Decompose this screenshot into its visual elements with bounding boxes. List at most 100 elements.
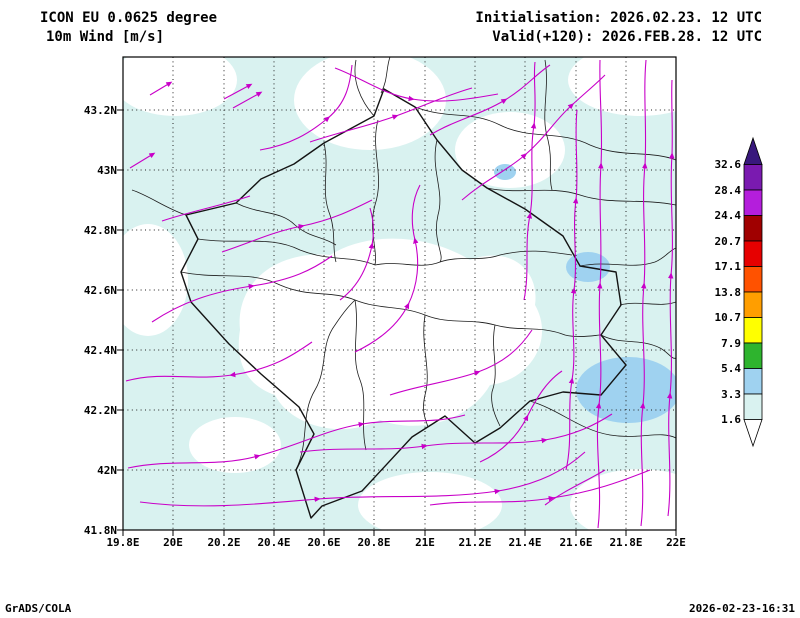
legend-segment [743,164,763,191]
legend-segment [743,342,763,369]
shade-region [123,57,237,116]
boundary-line [491,324,501,427]
legend-level-label: 17.1 [715,260,742,273]
shade-region [568,57,676,116]
boundary-line [423,314,429,428]
legend-colorbar: 32.6 28.4 24.4 20.7 17.1 13.8 10.7 7.9 5… [715,136,763,448]
shade-region-blue [576,357,676,423]
legend-level-label: 3.3 [721,388,741,401]
boundary-line [354,59,375,117]
legend-level-label: 7.9 [721,337,741,350]
wind-streamline [544,469,606,506]
wind-streamline [125,341,313,382]
shade-region [189,417,281,473]
legend-segment [743,291,763,318]
boundary-line [323,142,337,263]
lon-label: 19.8E [106,536,139,549]
lon-label: 21.8E [609,536,642,549]
shade-region [570,469,676,530]
lon-label: 21.2E [458,536,491,549]
wind-streamline [461,74,606,201]
lat-label: 41.8N [84,524,117,537]
kosovo-border [180,88,627,519]
legend-segment [743,317,763,344]
boundary-line [529,400,676,439]
boundary-line [197,238,376,266]
lat-label: 42.8N [84,224,117,237]
lon-label: 21E [415,536,435,549]
init-time: Initialisation: 2026.02.23. 12 UTC [475,10,762,26]
shade-region [294,57,446,150]
wind-streamline [429,64,551,136]
shade-region [123,224,188,336]
wind-streamline [429,469,651,506]
wind-streamline [334,67,499,102]
wind-streamline [354,184,421,353]
legend-segment [743,240,763,267]
legend-segment [743,136,763,165]
wind-streamline [339,207,375,301]
legend-level-label: 5.4 [721,362,741,375]
wind-streamline [523,61,537,301]
wind-vector [149,81,173,96]
lon-label: 20.2E [207,536,240,549]
wind-streamline [127,414,466,469]
boundary-line [180,271,356,301]
wind-streamline [299,413,613,453]
wind-streamline [639,59,648,527]
wind-streamline [161,195,251,222]
legend-segment [743,393,763,420]
wind-streamlines [125,59,675,529]
lon-label: 21.6E [559,536,592,549]
wind-vector [129,152,156,169]
timestamp-text: 2026-02-23-16:31 [689,602,795,615]
axis-ticks [117,109,677,536]
shade-region [238,238,543,430]
legend-level-label: 24.4 [715,209,742,222]
legend-segment [743,266,763,293]
boundary-line [235,202,337,246]
legend-level-label: 13.8 [715,286,742,299]
lat-label: 42.2N [84,404,117,417]
legend-segment [743,215,763,242]
shade-region-blue [494,164,516,180]
lon-label: 20.8E [357,536,390,549]
x-axis-ticks [122,530,677,536]
legend-level-label: 1.6 [721,413,741,426]
wind-vector [223,83,253,100]
wind-streamline [389,329,533,396]
legend-level-label: 20.7 [715,235,742,248]
lat-label: 42.6N [84,284,117,297]
boundary-line [434,139,442,263]
lon-label: 21.4E [508,536,541,549]
wind-streamline [151,255,333,323]
lat-label: 42.4N [84,344,117,357]
wind-streamline [309,87,473,143]
lat-label: 43N [97,164,117,177]
lon-label: 20.6E [307,536,340,549]
credit-text: GrADS/COLA [5,602,72,615]
boundary-line [131,189,187,216]
legend-segment [743,419,763,448]
lon-label: 20E [163,536,183,549]
boundary-line [372,119,379,266]
plot-border [122,56,677,531]
lat-label: 42N [97,464,117,477]
lat-label: 43.2N [84,104,117,117]
wind-streamline [565,109,579,471]
legend-segment [743,368,763,395]
wind-streamline [139,451,586,507]
lon-label: 22E [666,536,686,549]
wind-streamline [221,199,373,253]
wind-vector [232,91,263,109]
field-title: 10m Wind [m/s] [46,29,164,45]
legend-segment [743,189,763,216]
wind-streamline [666,79,675,517]
legend-level-label: 32.6 [715,158,742,171]
y-axis-ticks [117,109,123,531]
wind-streamline [479,370,563,463]
model-title: ICON EU 0.0625 degree [40,10,217,26]
wind-streamline [259,64,353,151]
